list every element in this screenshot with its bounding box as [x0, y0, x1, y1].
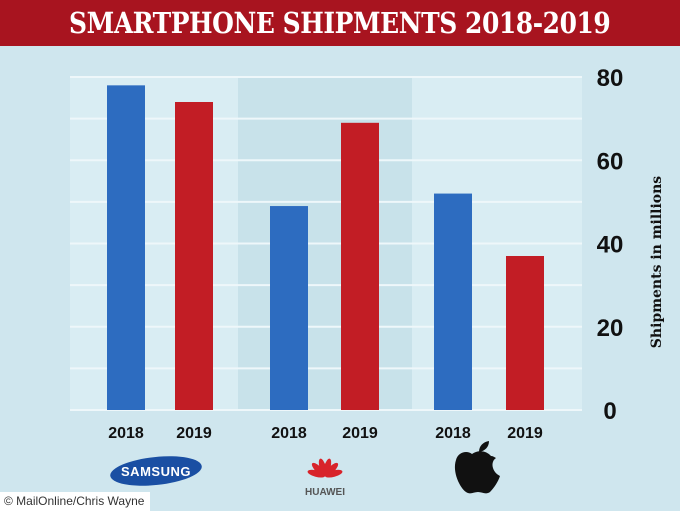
chart-title: SMARTPHONE SHIPMENTS 2018-2019	[69, 6, 611, 40]
y-tick-label: 0	[603, 398, 616, 425]
bar-apple-2018	[434, 193, 472, 410]
title-banner: SMARTPHONE SHIPMENTS 2018-2019	[0, 0, 680, 46]
x-tick-label: 2018	[108, 425, 144, 442]
samsung-logo-text: SAMSUNG	[121, 464, 191, 479]
bar-huawei-2019	[341, 122, 379, 411]
y-tick-label: 40	[597, 232, 624, 259]
x-tick-label: 2018	[435, 425, 471, 442]
x-tick-label: 2019	[176, 425, 212, 442]
x-axis-labels: 2018 2019 2018 2019 2018 2019	[108, 425, 543, 442]
credit-label: © MailOnline/Chris Wayne	[0, 492, 151, 511]
huawei-petal	[307, 469, 326, 478]
gridlines	[70, 76, 582, 411]
x-tick-label: 2019	[507, 425, 543, 442]
apple-logo	[454, 441, 500, 494]
bar-apple-2019	[506, 255, 544, 410]
y-axis-label: Shipments in millions	[649, 176, 665, 348]
x-tick-label: 2018	[271, 425, 307, 442]
huawei-petal	[323, 458, 332, 477]
bars	[107, 85, 544, 411]
huawei-logo-text: HUAWEI	[305, 487, 345, 498]
bar-huawei-2018	[270, 206, 308, 410]
y-axis-ticks: 0 20 40 60 80	[597, 65, 624, 425]
huawei-petal	[324, 469, 343, 478]
samsung-logo: SAMSUNG	[110, 456, 202, 486]
bar-samsung-2018	[107, 85, 145, 410]
y-tick-label: 80	[597, 65, 624, 92]
bar-chart: 0 20 40 60 80 2018 2019 2018 2019 2018 2019 Shipm…	[70, 65, 665, 498]
y-tick-label: 20	[597, 315, 624, 342]
y-tick-label: 60	[597, 148, 624, 175]
bar-samsung-2019	[175, 101, 213, 411]
huawei-logo: HUAWEI	[305, 458, 345, 498]
x-tick-label: 2019	[342, 425, 378, 442]
